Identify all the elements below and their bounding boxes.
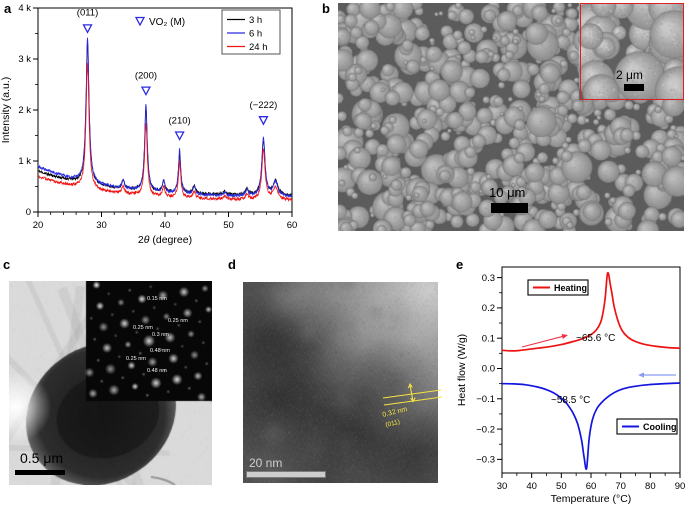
- saed-spacing-label: 0.25 nm: [126, 356, 146, 362]
- panel-label-d: d: [228, 257, 236, 272]
- svg-text:0.2: 0.2: [482, 303, 495, 314]
- hrtem-scalebar: [246, 471, 326, 478]
- panel-label-c: c: [3, 257, 11, 272]
- svg-text:2 k: 2 k: [18, 105, 31, 116]
- saed-spacing-label: 0.48 nm: [147, 368, 167, 374]
- sem-scalebar-label: 10 μm: [489, 185, 526, 200]
- tem-scalebar-label: 0.5 μm: [20, 450, 64, 466]
- svg-text:30: 30: [96, 220, 107, 231]
- svg-text:0.1: 0.1: [482, 333, 495, 344]
- svg-text:−0.2: −0.2: [476, 424, 495, 435]
- panel-label-b: b: [322, 1, 330, 16]
- svg-text:40: 40: [526, 481, 537, 492]
- saed-spacing-label: 0.25 nm: [133, 325, 153, 331]
- svg-text:60: 60: [287, 220, 298, 231]
- panel-label-a: a: [4, 1, 12, 16]
- svg-text:0.3: 0.3: [482, 273, 495, 284]
- svg-text:(200): (200): [135, 70, 157, 81]
- svg-text:Heat flow (W/g): Heat flow (W/g): [456, 334, 468, 406]
- panel-label-e: e: [456, 257, 464, 272]
- tem-image: [9, 281, 212, 485]
- svg-text:0: 0: [26, 207, 31, 218]
- sem-inset-scalebar: [624, 84, 644, 91]
- svg-text:80: 80: [645, 481, 656, 492]
- svg-text:−0.3: −0.3: [476, 455, 495, 466]
- xrd-chart: 20 30 40 50 60 0 1 k 2 k 3 k 4 k 2θ (degree) Intens…: [0, 3, 298, 246]
- svg-text:Cooling: Cooling: [643, 422, 677, 432]
- svg-text:50: 50: [223, 220, 234, 231]
- svg-text:40: 40: [160, 220, 171, 231]
- dsc-chart: 30 40 50 60 70 80 90 −0.3 −0.2 −0.1 0.0 0.1 0.2 0.3 Te…: [456, 266, 685, 505]
- svg-text:VO₂ (M): VO₂ (M): [149, 17, 185, 28]
- svg-text:~65.6 °C: ~65.6 °C: [576, 333, 615, 344]
- svg-text:50: 50: [556, 481, 567, 492]
- svg-text:90: 90: [675, 481, 685, 492]
- svg-text:20: 20: [33, 220, 44, 231]
- hrtem-scalebar-label: 20 nm: [249, 456, 283, 470]
- svg-text:~58.5 °C: ~58.5 °C: [551, 395, 590, 406]
- sem-inset-border: [580, 3, 684, 100]
- svg-text:60: 60: [586, 481, 597, 492]
- tem-scalebar: [15, 470, 65, 475]
- sem-scalebar: [491, 203, 528, 213]
- svg-text:3 k: 3 k: [18, 54, 31, 65]
- svg-text:4 k: 4 k: [18, 3, 31, 14]
- svg-text:Intensity (a.u.): Intensity (a.u.): [0, 77, 12, 144]
- saed-spacing-label: 0.3 nm: [152, 332, 169, 338]
- svg-text:(−222): (−222): [250, 100, 278, 111]
- hrtem-image: [243, 282, 438, 483]
- svg-text:(210): (210): [169, 115, 191, 126]
- svg-text:(011): (011): [77, 8, 98, 19]
- svg-text:Temperature (°C): Temperature (°C): [551, 493, 632, 505]
- sem-inset-scalebar-label: 2 μm: [616, 68, 643, 82]
- svg-text:1 k: 1 k: [18, 156, 31, 167]
- svg-text:3 h: 3 h: [249, 15, 262, 26]
- svg-text:30: 30: [497, 481, 508, 492]
- svg-text:0.0: 0.0: [482, 364, 495, 375]
- saed-spacing-label: 0.25 nm: [168, 318, 188, 324]
- svg-text:−0.1: −0.1: [476, 394, 495, 405]
- saed-spacing-label: 0.15 nm: [147, 296, 167, 302]
- svg-text:70: 70: [615, 481, 626, 492]
- svg-text:24 h: 24 h: [249, 42, 268, 53]
- svg-text:2θ (degree): 2θ (degree): [138, 234, 192, 246]
- saed-spacing-label: 0.48 nm: [150, 348, 170, 354]
- svg-text:6 h: 6 h: [249, 28, 262, 39]
- sem-image: [338, 3, 684, 231]
- svg-text:Heating: Heating: [554, 283, 587, 293]
